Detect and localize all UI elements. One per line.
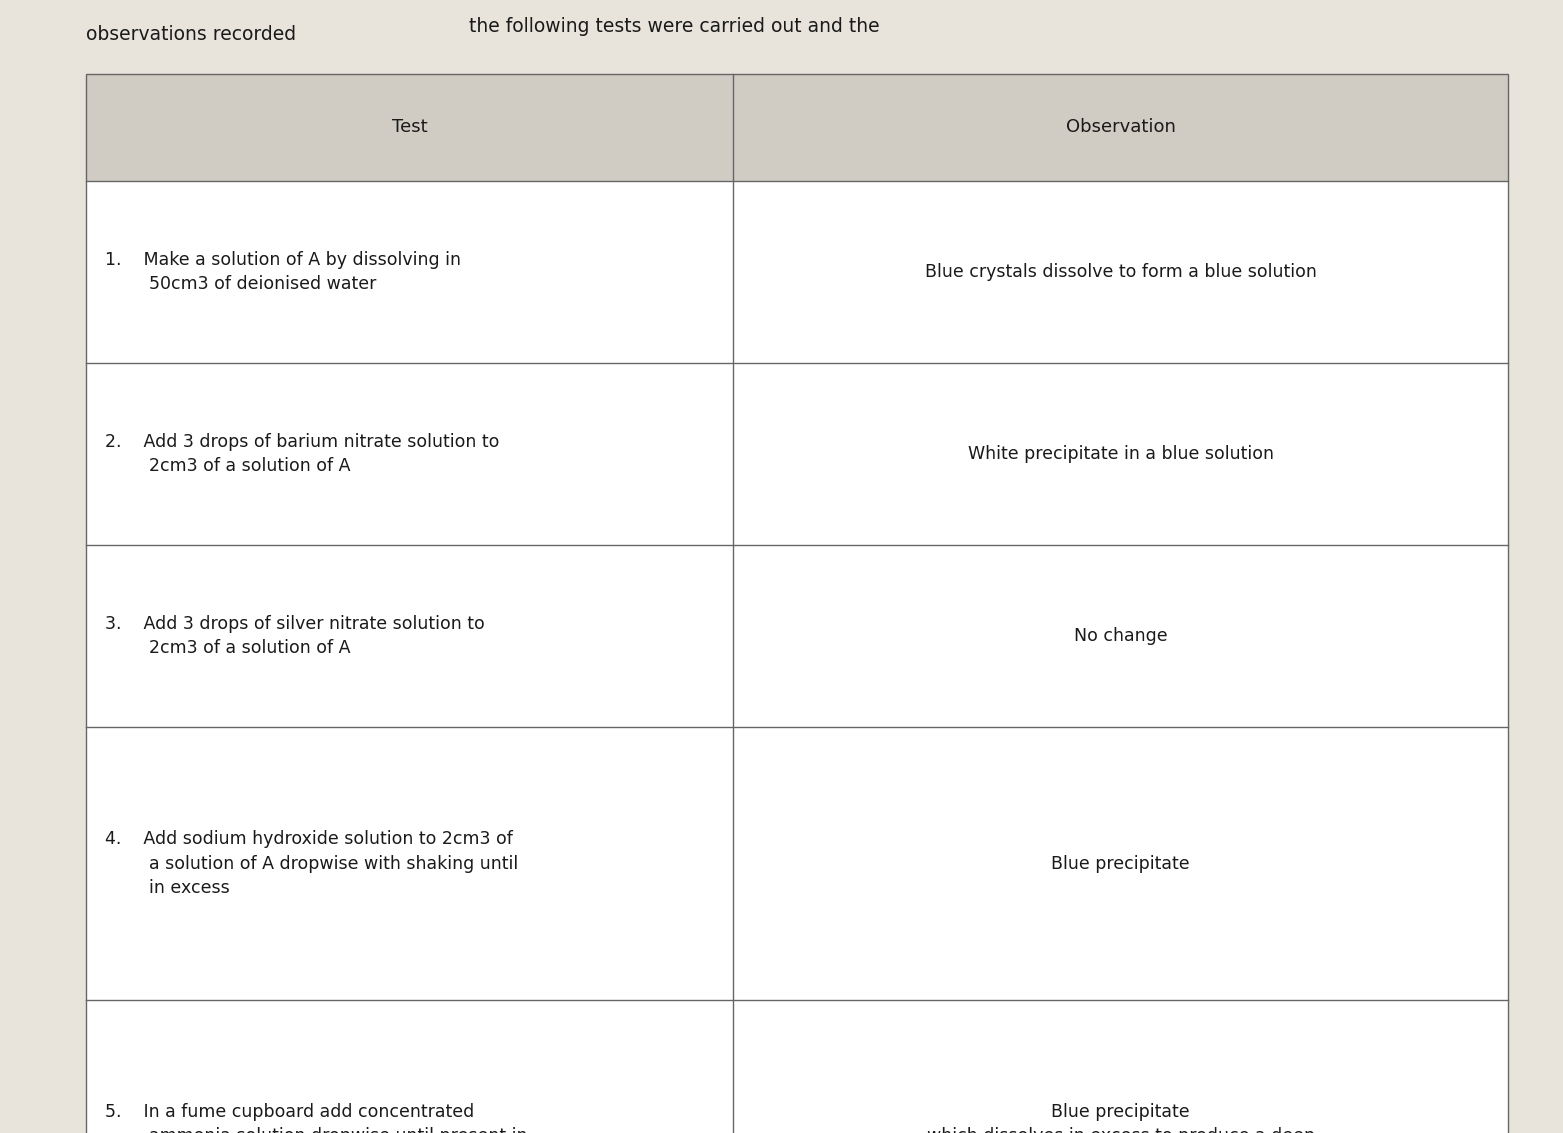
Text: 1.    Make a solution of A by dissolving in
        50cm3 of deionised water: 1. Make a solution of A by dissolving in… xyxy=(105,252,461,293)
Text: observations recorded: observations recorded xyxy=(86,25,295,44)
Text: Observation: Observation xyxy=(1066,119,1175,136)
Text: the following tests were carried out and the: the following tests were carried out and… xyxy=(469,17,880,36)
Text: Blue precipitate
which dissolves in excess to produce a deep
blue solution: Blue precipitate which dissolves in exce… xyxy=(927,1104,1314,1133)
Text: 5.    In a fume cupboard add concentrated
        ammonia solution dropwise unti: 5. In a fume cupboard add concentrated a… xyxy=(105,1104,527,1133)
Text: 2.    Add 3 drops of barium nitrate solution to
        2cm3 of a solution of A: 2. Add 3 drops of barium nitrate solutio… xyxy=(105,433,499,475)
Text: White precipitate in a blue solution: White precipitate in a blue solution xyxy=(967,445,1274,463)
Text: 3.    Add 3 drops of silver nitrate solution to
        2cm3 of a solution of A: 3. Add 3 drops of silver nitrate solutio… xyxy=(105,615,485,657)
Text: Test: Test xyxy=(392,119,427,136)
Text: Blue crystals dissolve to form a blue solution: Blue crystals dissolve to form a blue so… xyxy=(925,263,1316,281)
Text: 4.    Add sodium hydroxide solution to 2cm3 of
        a solution of A dropwise : 4. Add sodium hydroxide solution to 2cm3… xyxy=(105,830,517,897)
Text: No change: No change xyxy=(1074,627,1168,645)
Bar xyxy=(86,74,1508,181)
Text: Blue precipitate: Blue precipitate xyxy=(1052,854,1189,872)
